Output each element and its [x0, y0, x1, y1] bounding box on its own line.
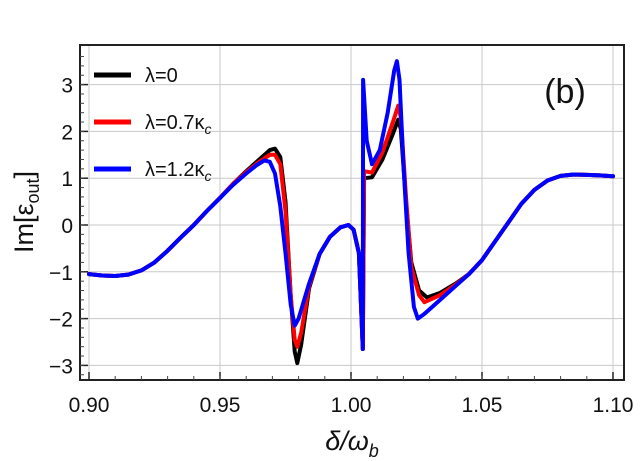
- legend-label-0: λ=0: [145, 65, 178, 87]
- y-tick-label: −2: [49, 309, 73, 332]
- ticks: 0.90 0.95 1.00 1.05 1.10 −3 −2 −1 0 1 2 3: [49, 56, 634, 417]
- x-tick-label: 1.00: [331, 394, 372, 417]
- x-tick-label: 1.10: [593, 394, 634, 417]
- legend-label-1: λ=0.7κc: [145, 112, 211, 137]
- series-line-2: [87, 59, 615, 351]
- y-tick-label: 0: [61, 215, 73, 238]
- y-tick-label: 1: [61, 168, 73, 191]
- y-tick-label: 2: [61, 121, 73, 144]
- y-tick-label: −1: [49, 262, 73, 285]
- x-axis-label: δ/ωb: [325, 426, 379, 461]
- x-tick-label: 0.90: [69, 394, 110, 417]
- legend-label-2: λ=1.2κc: [145, 159, 211, 184]
- x-tick-label: 0.95: [200, 394, 241, 417]
- grid: [80, 45, 624, 380]
- y-tick-label: −3: [49, 355, 73, 378]
- curves: [87, 59, 615, 366]
- panel-label: (b): [544, 73, 586, 111]
- legend: λ=0 λ=0.7κc λ=1.2κc: [94, 65, 211, 184]
- plot-frame: [79, 44, 625, 381]
- y-axis-label: Im[εout]: [9, 171, 43, 253]
- x-tick-label: 1.05: [462, 394, 503, 417]
- y-tick-label: 3: [61, 75, 73, 98]
